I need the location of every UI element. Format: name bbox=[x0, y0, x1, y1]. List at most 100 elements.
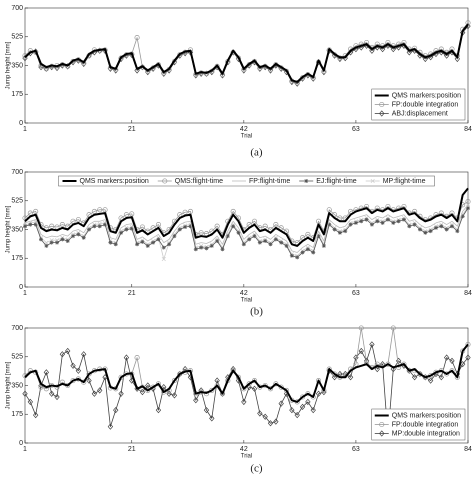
marker bbox=[246, 381, 252, 387]
marker bbox=[203, 71, 210, 77]
x-tick-label: 21 bbox=[128, 446, 136, 453]
marker bbox=[161, 257, 166, 262]
caption: (b) bbox=[250, 306, 263, 318]
marker bbox=[417, 371, 423, 377]
marker bbox=[331, 374, 338, 381]
marker bbox=[230, 368, 236, 374]
legend: QMS markers:position FP:double integratio… bbox=[371, 88, 466, 121]
marker bbox=[395, 357, 402, 364]
marker bbox=[102, 207, 108, 213]
marker bbox=[412, 222, 417, 227]
marker bbox=[305, 398, 311, 406]
y-tick-label: 0 bbox=[19, 440, 23, 447]
x-tick-label: 84 bbox=[464, 446, 472, 453]
marker bbox=[86, 377, 92, 384]
marker bbox=[209, 415, 215, 422]
marker bbox=[225, 59, 231, 66]
legend-item: FP:flight-time bbox=[231, 178, 290, 185]
marker bbox=[332, 227, 337, 232]
marker bbox=[305, 231, 311, 237]
marker bbox=[230, 208, 236, 214]
marker bbox=[124, 227, 129, 232]
legend: QMS markers:position QMS:flight-time FP:fl… bbox=[58, 175, 435, 187]
marker bbox=[145, 387, 151, 393]
marker bbox=[23, 224, 27, 229]
marker bbox=[81, 351, 87, 358]
legend-label: FP:flight-time bbox=[249, 178, 290, 185]
x-axis-label: Trial bbox=[241, 134, 252, 140]
marker bbox=[369, 222, 374, 227]
legend-label: ABJ:displacement bbox=[392, 110, 448, 117]
marker bbox=[422, 55, 428, 63]
series-line bbox=[24, 343, 469, 403]
y-tick-label: 175 bbox=[11, 411, 23, 418]
marker bbox=[44, 243, 49, 248]
marker bbox=[33, 222, 38, 227]
series bbox=[24, 343, 469, 403]
marker bbox=[187, 208, 194, 214]
marker bbox=[358, 347, 364, 355]
series-line bbox=[24, 23, 469, 83]
marker bbox=[466, 206, 470, 211]
marker bbox=[119, 230, 124, 235]
marker bbox=[59, 222, 65, 228]
marker bbox=[161, 70, 167, 77]
marker bbox=[28, 222, 33, 227]
legend-item: EJ:flight-time bbox=[299, 178, 357, 185]
legend-label: QMS markers:position bbox=[392, 92, 461, 99]
x-axis-label: Trial bbox=[241, 454, 252, 460]
marker bbox=[118, 55, 124, 61]
marker bbox=[273, 381, 279, 387]
marker bbox=[433, 225, 438, 230]
marker bbox=[465, 199, 471, 205]
x-tick-label: 42 bbox=[240, 126, 248, 133]
marker bbox=[151, 240, 156, 245]
marker bbox=[391, 220, 396, 225]
marker bbox=[315, 390, 322, 397]
marker bbox=[305, 391, 311, 397]
x-tick-label: 1 bbox=[23, 446, 27, 453]
marker bbox=[379, 101, 385, 108]
marker bbox=[449, 224, 454, 229]
marker bbox=[108, 240, 113, 245]
x-tick-label: 42 bbox=[240, 290, 248, 297]
marker bbox=[348, 222, 353, 227]
legend-label: FP:double integration bbox=[392, 101, 459, 108]
marker bbox=[214, 223, 220, 229]
marker bbox=[268, 242, 273, 247]
marker bbox=[396, 219, 401, 224]
legend-item: QMS markers:position bbox=[62, 178, 149, 185]
marker bbox=[390, 325, 396, 331]
marker bbox=[145, 68, 151, 76]
marker bbox=[326, 207, 332, 213]
marker bbox=[203, 391, 210, 397]
marker bbox=[273, 418, 279, 425]
legend-label: QMS markers:position bbox=[80, 178, 149, 185]
marker bbox=[443, 52, 450, 59]
marker bbox=[241, 398, 247, 406]
series bbox=[23, 206, 470, 260]
marker bbox=[316, 218, 322, 224]
marker bbox=[97, 224, 102, 229]
x-tick-label: 63 bbox=[352, 290, 360, 297]
marker bbox=[278, 400, 284, 407]
marker bbox=[407, 224, 412, 229]
marker bbox=[86, 371, 92, 377]
y-tick-label: 525 bbox=[11, 198, 23, 205]
marker bbox=[97, 387, 103, 394]
marker bbox=[39, 237, 44, 242]
y-tick-label: 175 bbox=[11, 255, 23, 262]
marker bbox=[370, 178, 375, 184]
marker bbox=[140, 239, 145, 244]
y-tick-label: 0 bbox=[19, 284, 23, 291]
marker bbox=[49, 223, 55, 229]
marker bbox=[443, 354, 450, 361]
marker bbox=[145, 243, 150, 248]
marker bbox=[65, 347, 71, 355]
marker bbox=[465, 341, 471, 347]
marker bbox=[161, 389, 167, 395]
marker bbox=[59, 351, 66, 358]
x-tick-label: 42 bbox=[240, 446, 248, 453]
marker bbox=[283, 68, 290, 74]
y-tick-label: 350 bbox=[11, 226, 23, 233]
